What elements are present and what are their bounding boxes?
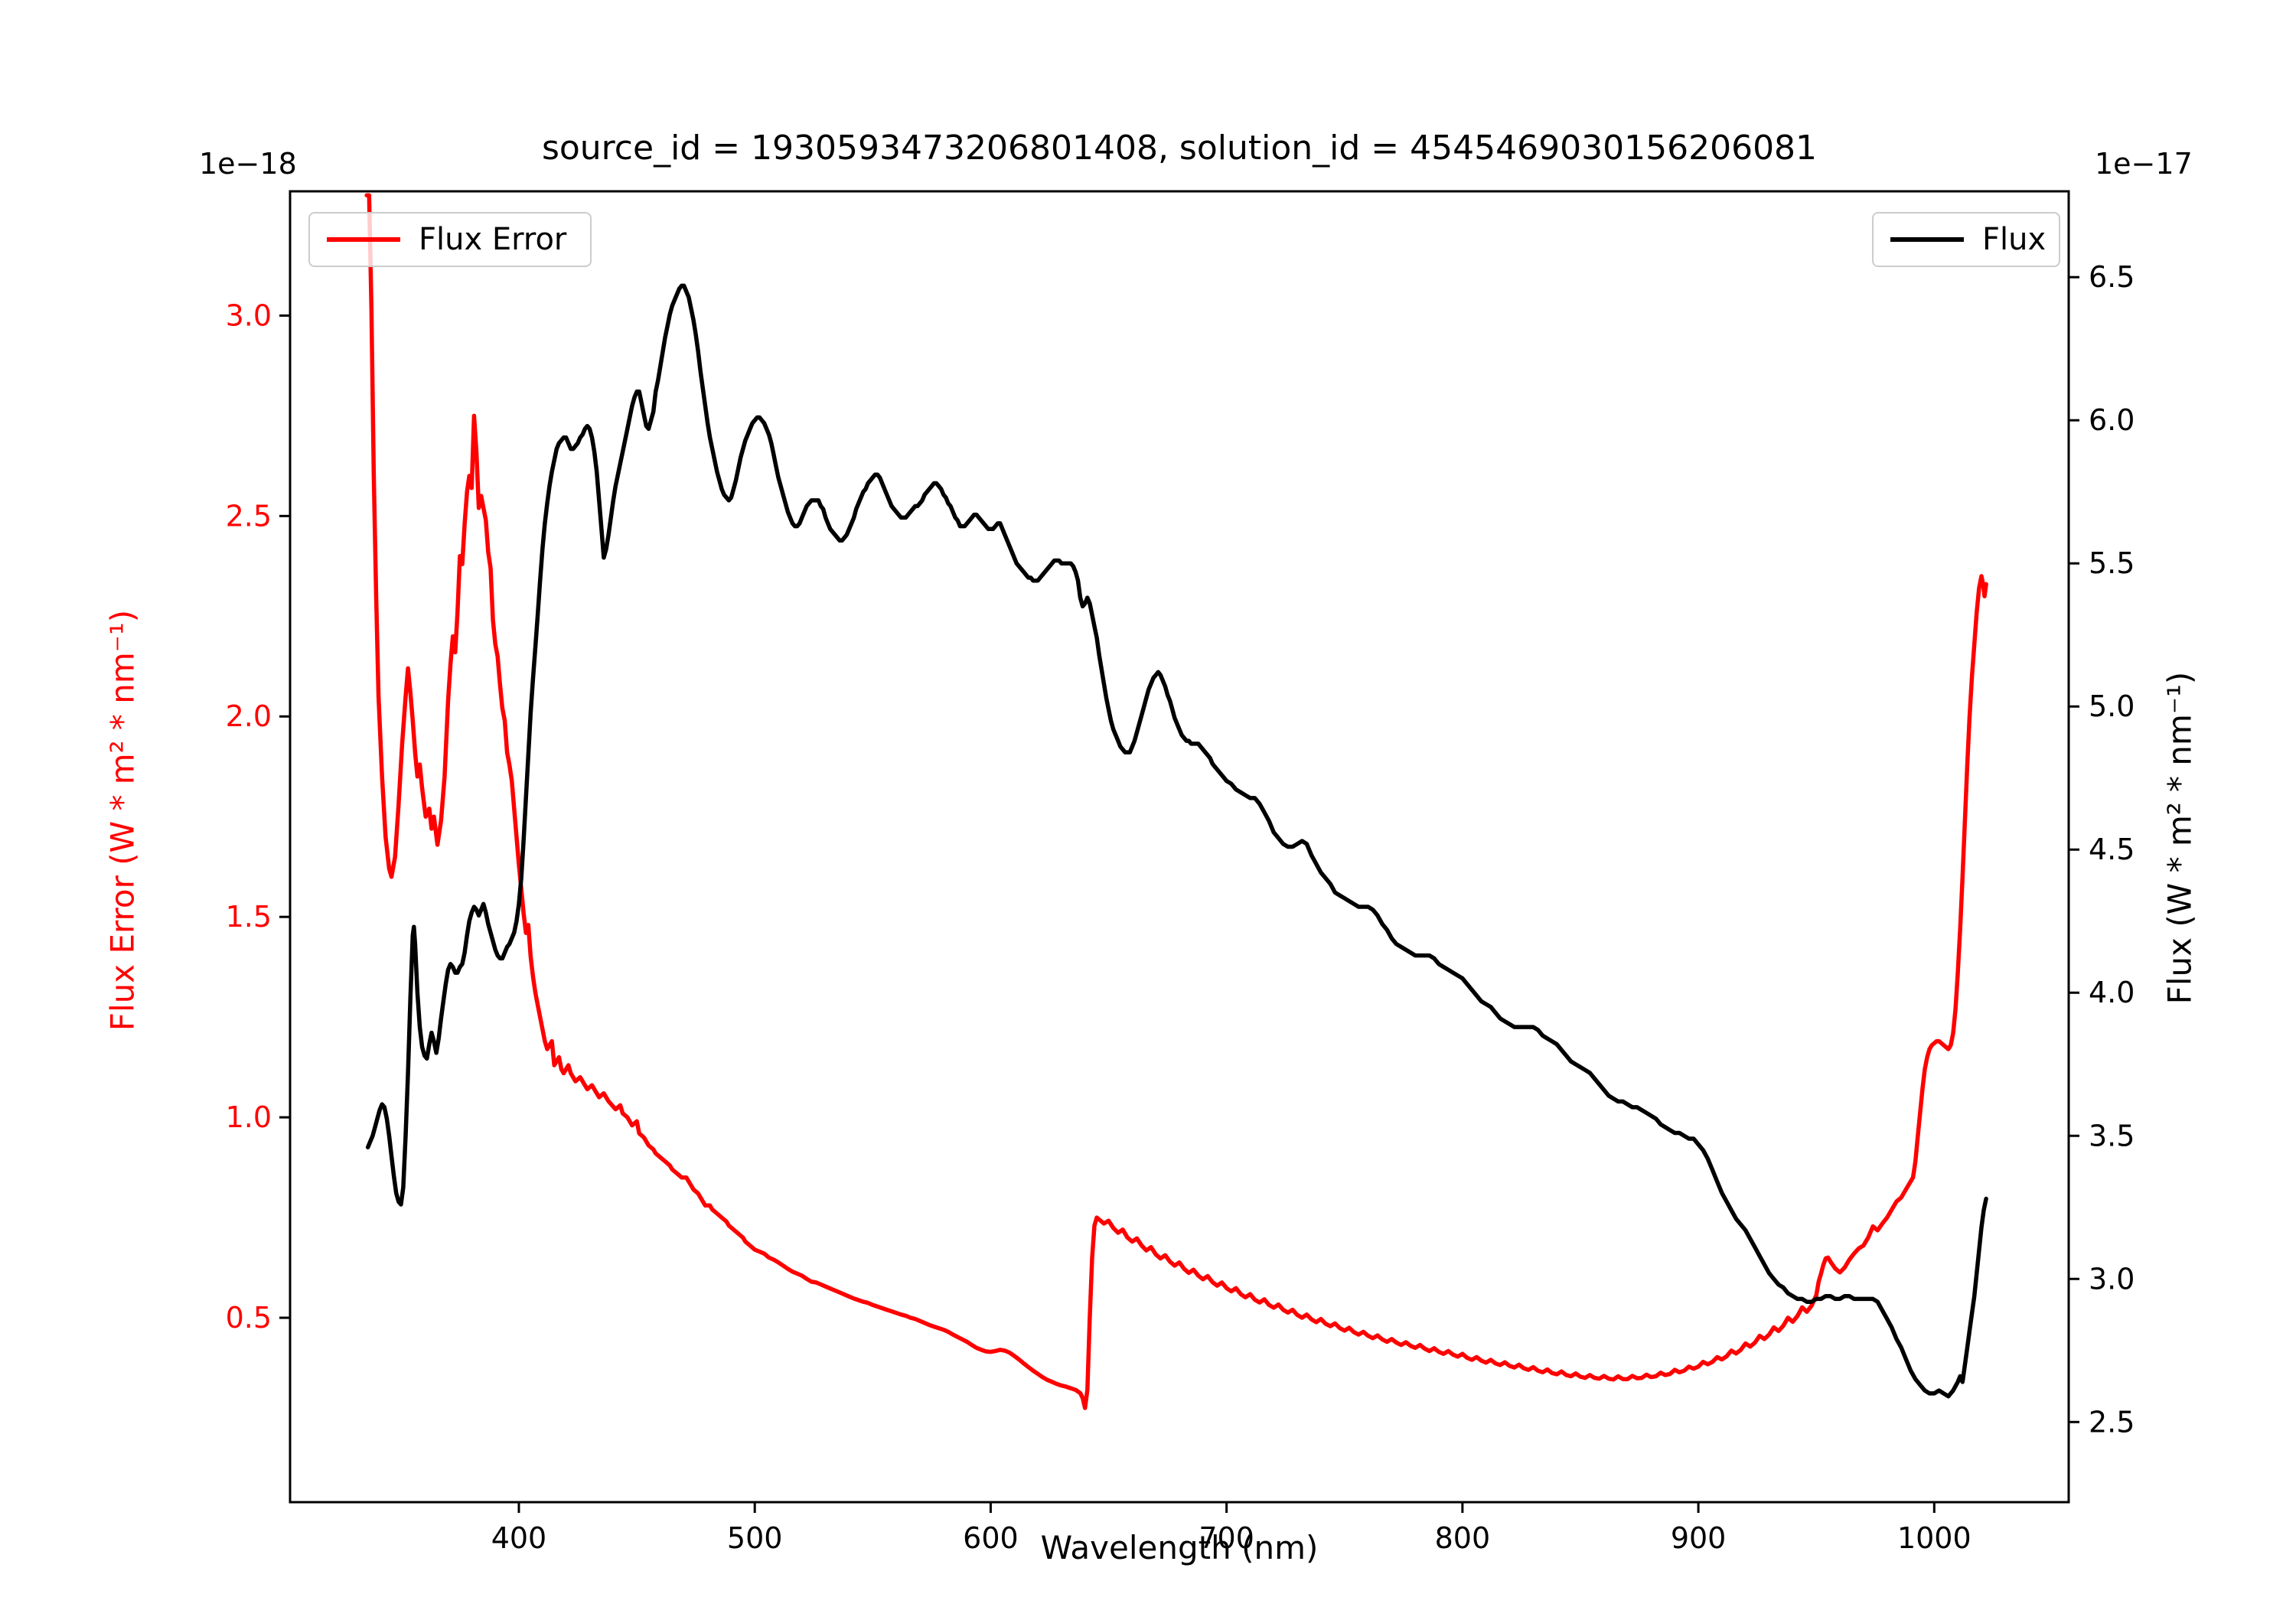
y-tick-label-left: 1.0 [226,1100,272,1134]
y-tick-label-left: 1.5 [226,900,272,934]
x-tick-label: 400 [491,1521,547,1555]
x-tick-label: 800 [1435,1521,1491,1555]
y-tick-label-right: 3.0 [2089,1262,2135,1296]
legend-flux-label: Flux [1982,222,2047,257]
y-tick-label-right: 6.0 [2089,403,2135,437]
legend-flux: Flux [1872,212,2060,267]
y-axis-label-right: Flux (W * m² * nm⁻¹) [2161,671,2199,1005]
y-tick-label-right: 2.5 [2089,1405,2135,1439]
flux-line-sample [1890,237,1964,242]
x-tick-label: 1000 [1897,1521,1971,1555]
y-tick-label-right: 6.5 [2089,260,2135,294]
y-tick-label-left: 2.0 [226,699,272,733]
y-axis-label-left: Flux Error (W * m² * nm⁻¹) [103,609,142,1032]
left-axis-scale-offset: 1e−18 [199,147,297,181]
y-tick-label-right: 5.5 [2089,546,2135,580]
flux-curve [365,283,1988,1399]
x-tick-label: 900 [1671,1521,1727,1555]
legend-flux-error: Flux Error [308,212,592,267]
flux-error-curve [364,193,1988,1410]
x-tick-label: 500 [727,1521,783,1555]
axes-frame [289,190,2070,1504]
y-tick-label-right: 3.5 [2089,1119,2135,1152]
x-tick-label: 700 [1199,1521,1254,1555]
y-tick-label-left: 0.5 [226,1301,272,1335]
legend-flux-error-label: Flux Error [419,222,567,257]
x-axis-label: Wavelength (nm) [1040,1529,1319,1566]
flux-error-line-sample [327,237,400,242]
x-tick-label: 600 [963,1521,1019,1555]
chart-title: source_id = 1930593473206801408, solutio… [541,129,1818,168]
y-tick-label-left: 3.0 [226,298,272,332]
right-axis-scale-offset: 1e−17 [2095,147,2193,181]
y-tick-label-right: 4.5 [2089,833,2135,866]
y-tick-label-left: 2.5 [226,499,272,533]
y-tick-label-right: 4.0 [2089,976,2135,1009]
y-tick-label-right: 5.0 [2089,689,2135,723]
